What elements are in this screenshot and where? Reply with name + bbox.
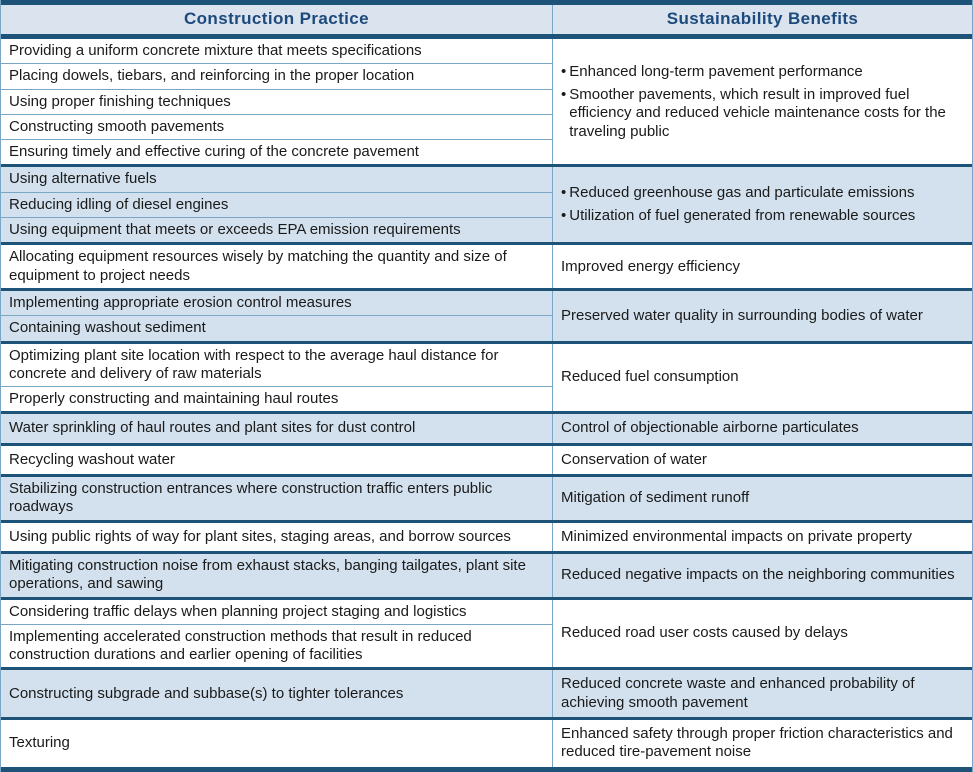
practice-cell: Allocating equipment resources wisely by… <box>9 248 507 284</box>
practice-column-cells: Texturing <box>1 720 552 767</box>
benefit-text: Minimized environmental impacts on priva… <box>561 527 912 545</box>
practice-cell: Ensuring timely and effective curing of … <box>1 139 552 164</box>
practice-column-cells: Allocating equipment resources wisely by… <box>1 245 552 288</box>
benefit-cell: Reduced fuel consumption <box>552 343 972 412</box>
practice-cell: Containing washout sediment <box>1 315 552 340</box>
practice-column-cells: Considering traffic delays when planning… <box>1 600 552 668</box>
practice-column-cells: Recycling washout water <box>1 446 552 474</box>
table-group: Constructing subgrade and subbase(s) to … <box>1 667 972 718</box>
practice-cell: Water sprinkling of haul routes and plan… <box>9 419 416 437</box>
practice-cell: Using proper finishing techniques <box>1 88 552 114</box>
practice-cell: Stabilizing construction entrances where… <box>9 480 493 516</box>
benefit-bullet-list: • Enhanced long-term pavement performance… <box>561 58 962 146</box>
table-group: Stabilizing construction entrances where… <box>1 474 972 520</box>
table-header-row: Construction Practice Sustainability Ben… <box>1 5 972 34</box>
practice-cell: Mitigating construction noise from exhau… <box>9 556 526 593</box>
table-group: Providing a uniform concrete mixture tha… <box>1 39 972 165</box>
practice-column-cells: Using alternative fuels Reducing idling o… <box>1 167 552 242</box>
benefit-cell: Control of objectionable airborne partic… <box>552 414 972 443</box>
benefit-bullet-item: • Enhanced long-term pavement performance <box>561 63 962 81</box>
benefit-cell: Reduced negative impacts on the neighbor… <box>552 553 972 597</box>
benefit-text: Improved energy efficiency <box>561 257 740 275</box>
practice-column-cells: Mitigating construction noise from exhau… <box>1 554 552 597</box>
benefit-bullet-item: • Smoother pavements, which result in imp… <box>561 86 962 141</box>
practice-cell: Using equipment that meets or exceeds EP… <box>1 217 552 242</box>
benefit-text: Enhanced safety through proper friction … <box>561 725 953 761</box>
bullet-icon: • <box>561 85 567 103</box>
bottom-border-bar <box>1 766 972 772</box>
practice-column-cells: Constructing subgrade and subbase(s) to … <box>1 670 552 717</box>
benefit-text: Reduced greenhouse gas and particulate e… <box>569 184 915 202</box>
benefit-cell: Mitigation of sediment runoff <box>552 477 972 520</box>
top-border-bar <box>1 0 972 5</box>
benefit-text: Conservation of water <box>561 450 707 468</box>
table-group: Using public rights of way for plant sit… <box>1 519 972 551</box>
benefit-text: Utilization of fuel generated from renew… <box>569 207 916 225</box>
table-group: Considering traffic delays when planning… <box>1 596 972 668</box>
practice-column-cells: Providing a uniform concrete mixture tha… <box>1 39 552 164</box>
column-header-sustainability-benefits: Sustainability Benefits <box>552 5 972 34</box>
benefit-bullet-item: • Reduced greenhouse gas and particulate … <box>561 184 962 202</box>
table-group: Recycling washout water Conservation of … <box>1 442 972 475</box>
practice-cell: Using public rights of way for plant sit… <box>9 527 511 545</box>
benefit-text: Mitigation of sediment runoff <box>561 489 750 507</box>
table-group: Using alternative fuels Reducing idling o… <box>1 164 972 243</box>
benefit-cell: Improved energy efficiency <box>552 245 972 288</box>
benefit-cell: Reduced road user costs caused by delays <box>552 599 972 668</box>
benefit-text: Reduced concrete waste and enhanced prob… <box>561 675 915 711</box>
benefit-text: Reduced negative impacts on the neighbor… <box>561 566 955 584</box>
bullet-icon: • <box>561 62 567 80</box>
benefit-cell: • Enhanced long-term pavement performance… <box>552 39 972 165</box>
practice-cell: Using alternative fuels <box>9 170 157 188</box>
practice-cell: Implementing appropriate erosion control… <box>9 293 352 311</box>
practice-column-cells: Using public rights of way for plant sit… <box>1 523 552 551</box>
benefit-bullet-item: • Utilization of fuel generated from rene… <box>561 207 962 225</box>
benefit-cell: Preserved water quality in surrounding b… <box>552 290 972 341</box>
practice-column-cells: Optimizing plant site location with resp… <box>1 344 552 412</box>
table-group: Optimizing plant site location with resp… <box>1 340 972 412</box>
table-group: Water sprinkling of haul routes and plan… <box>1 411 972 443</box>
practice-cell: Constructing smooth pavements <box>1 113 552 139</box>
table-group: Texturing Enhanced safety through proper… <box>1 717 972 767</box>
practice-cell: Providing a uniform concrete mixture tha… <box>9 42 422 59</box>
benefit-cell: Minimized environmental impacts on priva… <box>552 522 972 551</box>
benefit-cell: • Reduced greenhouse gas and particulate … <box>552 167 972 243</box>
benefit-cell: Reduced concrete waste and enhanced prob… <box>552 670 972 718</box>
benefit-text: Reduced fuel consumption <box>561 368 739 386</box>
benefit-text: Preserved water quality in surrounding b… <box>561 306 923 324</box>
benefit-text: Enhanced long-term pavement performance <box>569 62 863 80</box>
practice-cell: Properly constructing and maintaining ha… <box>1 386 552 411</box>
table-body: Providing a uniform concrete mixture tha… <box>1 39 972 767</box>
benefit-text: Reduced road user costs caused by delays <box>561 624 848 642</box>
table-group: Mitigating construction noise from exhau… <box>1 550 972 597</box>
practice-cell: Optimizing plant site location with resp… <box>9 346 499 382</box>
practice-cell: Texturing <box>9 734 70 752</box>
practice-cell: Reducing idling of diesel engines <box>1 191 552 217</box>
benefit-bullet-list: • Reduced greenhouse gas and particulate … <box>561 179 962 231</box>
practice-cell: Implementing accelerated construction me… <box>1 623 552 668</box>
practice-cell: Recycling washout water <box>9 450 175 468</box>
table-group: Implementing appropriate erosion control… <box>1 287 972 341</box>
benefit-text: Control of objectionable airborne partic… <box>561 419 859 437</box>
practice-cell: Considering traffic delays when planning… <box>9 602 467 620</box>
practice-cell: Constructing subgrade and subbase(s) to … <box>9 684 404 702</box>
header-divider-bar <box>1 34 972 39</box>
practice-column-cells: Stabilizing construction entrances where… <box>1 477 552 520</box>
practice-column-cells: Implementing appropriate erosion control… <box>1 291 552 341</box>
table-group: Allocating equipment resources wisely by… <box>1 242 972 288</box>
practice-column-cells: Water sprinkling of haul routes and plan… <box>1 414 552 442</box>
bullet-icon: • <box>561 207 567 225</box>
benefit-cell: Conservation of water <box>552 445 972 475</box>
benefit-text: Smoother pavements, which result in impr… <box>569 85 946 140</box>
benefit-cell: Enhanced safety through proper friction … <box>552 720 972 767</box>
bullet-icon: • <box>561 184 567 202</box>
column-header-construction-practice: Construction Practice <box>183 9 370 28</box>
practice-cell: Placing dowels, tiebars, and reinforcing… <box>1 63 552 88</box>
